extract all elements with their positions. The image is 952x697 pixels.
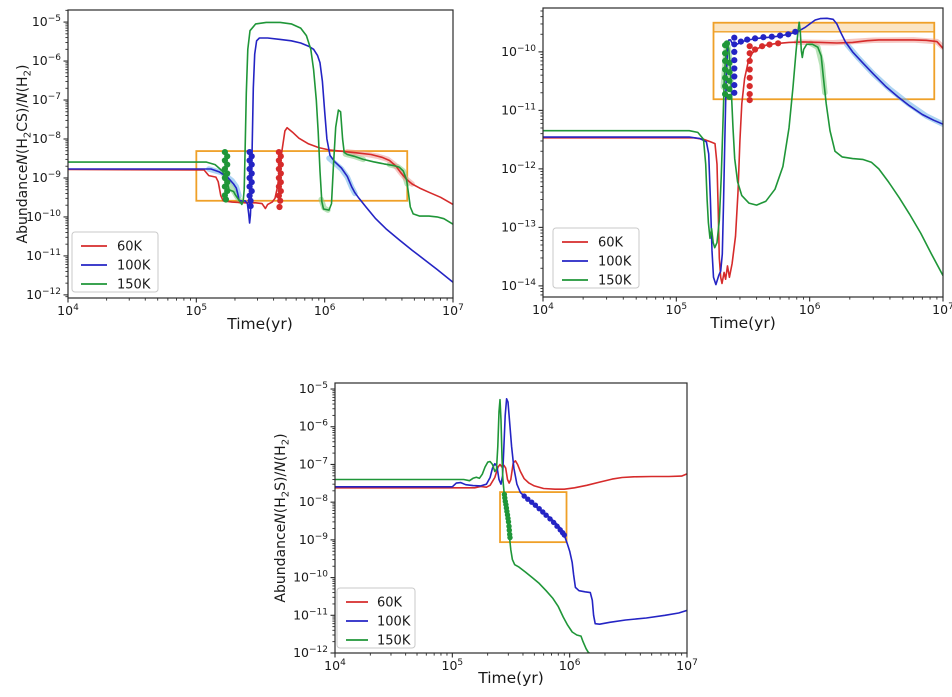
legend-box bbox=[71, 231, 159, 293]
legend: 60K 100K 150K bbox=[71, 231, 159, 293]
y-tick-label: 10−8 bbox=[32, 131, 61, 146]
x-tick-label: 105 bbox=[186, 303, 208, 318]
y-tick-label: 10−6 bbox=[299, 419, 328, 434]
y-tick-label: 10−10 bbox=[26, 209, 61, 224]
y-tick-label: 10−7 bbox=[299, 456, 328, 471]
y-tick-label: 10−9 bbox=[299, 532, 328, 547]
y-axis-label: AbundanceN(H2S)/N(H2) bbox=[273, 433, 292, 602]
scatter-dots-blue bbox=[521, 493, 567, 538]
y-tick-label: 10−12 bbox=[26, 287, 61, 302]
scatter-dots-blue bbox=[246, 149, 255, 210]
y-tick-label: 10−7 bbox=[32, 92, 61, 107]
y-tick-label: 10−8 bbox=[299, 494, 328, 509]
annotation-rect bbox=[712, 21, 936, 101]
y-tick-label: 10−13 bbox=[501, 219, 536, 234]
y-tick-label: 10−10 bbox=[293, 570, 328, 585]
axis-ticks bbox=[330, 388, 688, 658]
axes-frame bbox=[542, 7, 944, 298]
y-tick-label: 10−11 bbox=[26, 248, 61, 263]
y-tick-label: 10−5 bbox=[299, 381, 328, 396]
y-tick-label: 10−11 bbox=[293, 607, 328, 622]
scatter-dots-red bbox=[746, 40, 782, 104]
legend-label-150K: 150K bbox=[377, 634, 411, 649]
legend-label-100K: 100K bbox=[598, 255, 632, 270]
chart-panel-3: 104 105 106 107 10−5 10−6 10−7 10−8 10−9 10−10 10−… bbox=[273, 381, 698, 687]
chart-panel-2: 104 105 106 107 10−10 10−11 10−12 10−13 10−14 Tim… bbox=[501, 7, 952, 332]
series-line-100K bbox=[68, 37, 453, 283]
x-tick-label: 105 bbox=[442, 658, 464, 673]
x-tick-label: 107 bbox=[442, 303, 464, 318]
legend-box bbox=[552, 227, 640, 289]
legend-label-150K: 150K bbox=[598, 274, 632, 289]
x-tick-label: 107 bbox=[676, 658, 698, 673]
series-line-60K bbox=[335, 460, 687, 490]
y-tick-label: 10−6 bbox=[32, 53, 61, 68]
scatter-dots-red bbox=[275, 149, 284, 211]
y-tick-label: 10−11 bbox=[501, 102, 536, 117]
x-tick-label: 107 bbox=[932, 302, 952, 317]
x-tick-label: 104 bbox=[324, 658, 346, 673]
axis-ticks bbox=[538, 10, 944, 302]
scatter-dots-green bbox=[221, 149, 231, 203]
y-tick-label: 10−12 bbox=[501, 161, 536, 176]
series-line-150K bbox=[543, 21, 943, 276]
highlight-segment-light_blue bbox=[844, 41, 943, 127]
plot-area bbox=[543, 17, 943, 286]
x-tick-label: 104 bbox=[57, 303, 79, 318]
legend: 60K 100K 150K bbox=[336, 587, 416, 649]
series-line-60K bbox=[543, 39, 943, 285]
legend-label-60K: 60K bbox=[117, 240, 143, 255]
legend-label-60K: 60K bbox=[377, 596, 403, 611]
x-tick-label: 106 bbox=[559, 658, 581, 673]
plot-area bbox=[68, 21, 453, 283]
axes-frame bbox=[334, 382, 688, 654]
legend-label-60K: 60K bbox=[598, 236, 624, 251]
y-tick-label: 10−12 bbox=[293, 645, 328, 660]
y-tick-label: 10−10 bbox=[501, 44, 536, 59]
axes-frame bbox=[67, 9, 454, 299]
x-tick-label: 105 bbox=[666, 302, 688, 317]
scatter-dots-blue bbox=[731, 28, 799, 96]
y-tick-label: 10−5 bbox=[32, 14, 61, 29]
x-axis-label: Time(yr) bbox=[709, 314, 776, 332]
scatter-dots-green bbox=[722, 40, 733, 100]
series-line-150K bbox=[68, 21, 453, 225]
legend-label-150K: 150K bbox=[117, 278, 151, 293]
legend: 60K 100K 150K bbox=[552, 227, 640, 289]
x-tick-label: 106 bbox=[314, 303, 336, 318]
y-tick-label: 10−14 bbox=[501, 278, 536, 293]
annotation-band bbox=[713, 22, 935, 32]
annotation-rect bbox=[499, 491, 568, 544]
legend-box bbox=[336, 587, 416, 649]
axis-ticks bbox=[63, 9, 454, 303]
y-axis-label: AbundanceN(H2CS)/N(H2) bbox=[15, 65, 34, 244]
y-tick-label: 10−9 bbox=[32, 170, 61, 185]
x-tick-label: 106 bbox=[799, 302, 821, 317]
chart-panel-1: 104 105 106 107 10−5 10−6 10−7 10−8 10−9 10−10 10−… bbox=[15, 9, 464, 333]
legend-label-100K: 100K bbox=[117, 259, 151, 274]
legend-label-100K: 100K bbox=[377, 615, 411, 630]
x-tick-label: 104 bbox=[532, 302, 554, 317]
plot-area bbox=[335, 398, 687, 653]
x-axis-label: Time(yr) bbox=[477, 669, 544, 687]
x-axis-label: Time(yr) bbox=[226, 315, 293, 333]
scatter-dots-green bbox=[501, 491, 513, 541]
